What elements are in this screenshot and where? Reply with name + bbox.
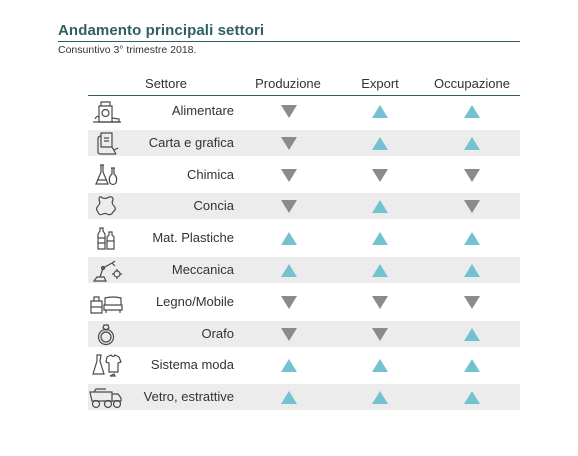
ring-icon [88, 321, 128, 347]
produzione-down-arrow [281, 200, 297, 214]
clothes-icon [88, 352, 128, 378]
sector-label: Orafo [201, 325, 234, 341]
food-icon [88, 98, 128, 124]
occupazione-up-arrow [464, 136, 480, 150]
occupazione-up-arrow [464, 232, 480, 246]
table-row: Concia [88, 193, 520, 220]
header-divider [88, 95, 520, 96]
sector-label: Concia [193, 198, 234, 214]
produzione-down-arrow [281, 295, 297, 309]
sector-label: Carta e grafica [148, 134, 234, 150]
occupazione-down-arrow [464, 295, 480, 309]
chart-subtitle: Consuntivo 3° trimestre 2018. [58, 44, 197, 56]
sector-label: Chimica [187, 166, 234, 182]
sector-label: Legno/Mobile [155, 293, 234, 309]
export-up-arrow [372, 359, 388, 373]
furniture-icon [88, 289, 128, 315]
table-row: Carta e grafica [88, 129, 520, 156]
export-down-arrow [372, 168, 388, 182]
table-row: Orafo [88, 320, 520, 347]
produzione-down-arrow [281, 136, 297, 150]
chart-title: Andamento principali settori [58, 22, 265, 39]
produzione-up-arrow [281, 264, 297, 277]
produzione-up-arrow [281, 391, 297, 405]
table-row: Legno/Mobile [88, 289, 520, 315]
export-up-arrow [372, 264, 388, 277]
table-row: Mat. Plastiche [88, 225, 520, 251]
sector-label: Mat. Plastiche [152, 230, 234, 246]
table-row: Sistema moda [88, 352, 520, 378]
table-row: Vetro, estrattive [88, 384, 520, 411]
export-down-arrow [372, 327, 388, 341]
header-produzione: Produzione [255, 76, 321, 91]
export-up-arrow [372, 232, 388, 246]
paper-icon [88, 130, 128, 156]
header-occupazione: Occupazione [434, 76, 510, 91]
sector-label: Vetro, estrattive [143, 389, 234, 405]
table-row: Chimica [88, 162, 520, 188]
export-up-arrow [372, 391, 388, 405]
header-settore: Settore [145, 76, 187, 91]
chemistry-icon [88, 162, 128, 188]
occupazione-down-arrow [464, 200, 480, 214]
truck-icon [88, 384, 128, 410]
leather-icon [88, 193, 128, 219]
produzione-up-arrow [281, 359, 297, 373]
sector-label: Meccanica [171, 262, 234, 277]
occupazione-up-arrow [464, 391, 480, 405]
sector-label: Alimentare [171, 103, 234, 118]
produzione-down-arrow [281, 168, 297, 182]
occupazione-up-arrow [464, 359, 480, 373]
export-down-arrow [372, 295, 388, 309]
title-divider [58, 41, 520, 42]
table-row: Meccanica [88, 257, 520, 283]
occupazione-up-arrow [464, 105, 480, 118]
export-up-arrow [372, 105, 388, 118]
bottles-icon [88, 225, 128, 251]
export-up-arrow [372, 200, 388, 214]
produzione-down-arrow [281, 105, 297, 118]
occupazione-up-arrow [464, 327, 480, 341]
occupazione-down-arrow [464, 168, 480, 182]
sector-label: Sistema moda [150, 357, 234, 373]
produzione-down-arrow [281, 327, 297, 341]
robot-arm-icon [88, 257, 128, 283]
produzione-up-arrow [281, 232, 297, 246]
occupazione-up-arrow [464, 264, 480, 277]
export-up-arrow [372, 136, 388, 150]
table-row: Alimentare [88, 98, 520, 124]
header-export: Export [361, 76, 399, 91]
